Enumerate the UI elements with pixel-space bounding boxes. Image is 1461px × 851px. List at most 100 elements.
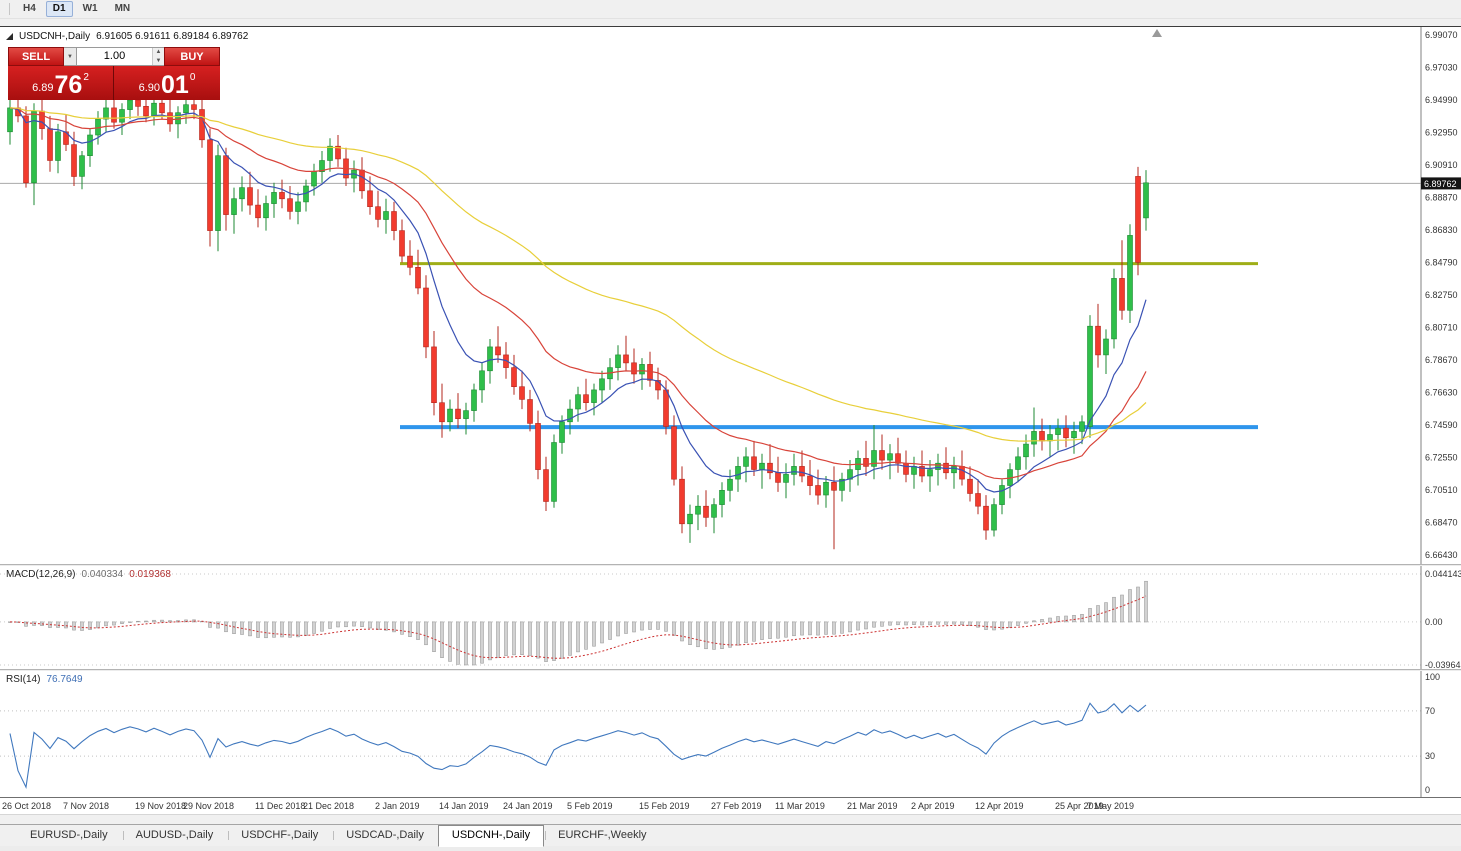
rsi-axis-label: 0 bbox=[1425, 785, 1430, 795]
rsi-name: RSI(14) bbox=[6, 674, 41, 685]
date-axis-label: 29 Nov 2018 bbox=[183, 801, 235, 811]
rsi-panel: 100 70 30 0 RSI(14) 76.7649 bbox=[0, 671, 1461, 797]
macd-axis-label: 0.00 bbox=[1425, 617, 1443, 627]
macd-name: MACD(12,26,9) bbox=[6, 569, 76, 580]
main-price-chart[interactable]: 6.99070 6.97030 6.94990 6.92950 6.90910 6.888… bbox=[0, 27, 1461, 564]
volume-dropdown-icon[interactable]: ▼ bbox=[64, 47, 77, 66]
date-axis-label: 12 Apr 2019 bbox=[975, 801, 1024, 811]
toolbar-separator bbox=[9, 3, 10, 15]
price-axis-label[interactable]: 6.68470 bbox=[1425, 518, 1458, 528]
timeframe-toolbar: H4 D1 W1 MN bbox=[0, 0, 1461, 19]
macd-main-value: 0.040334 bbox=[81, 569, 124, 580]
tab-audusd-daily[interactable]: AUDUSD-,Daily bbox=[122, 825, 228, 846]
ma-25-line bbox=[9, 107, 1147, 480]
price-axis-label[interactable]: 6.86830 bbox=[1425, 225, 1458, 235]
timeframe-d1-button[interactable]: D1 bbox=[45, 1, 73, 17]
rsi-axis-label: 100 bbox=[1425, 672, 1440, 682]
date-axis-label: 21 Dec 2018 bbox=[303, 801, 355, 811]
sell-button[interactable]: SELL bbox=[8, 47, 64, 66]
date-axis-label: 14 Jan 2019 bbox=[439, 801, 489, 811]
rsi-line bbox=[9, 702, 1147, 790]
ma-60-line bbox=[9, 107, 1147, 442]
price-axis-label[interactable]: 6.99070 bbox=[1425, 30, 1458, 40]
date-axis-label: 11 Dec 2018 bbox=[255, 801, 306, 811]
macd-signal-value: 0.019368 bbox=[129, 569, 171, 580]
tab-usdchf-daily[interactable]: USDCHF-,Daily bbox=[227, 825, 332, 846]
chart-window: 6.99070 6.97030 6.94990 6.92950 6.90910 6.888… bbox=[0, 26, 1461, 814]
volume-spinner[interactable]: ▲ ▼ bbox=[152, 48, 164, 65]
date-axis-label: 2 Apr 2019 bbox=[911, 801, 955, 811]
buy-button[interactable]: BUY bbox=[164, 47, 220, 66]
chart-title: USDCNH-,Daily 6.91605 6.91611 6.89184 6.… bbox=[6, 31, 248, 42]
volume-value[interactable]: 1.00 bbox=[103, 50, 126, 62]
price-axis-label[interactable]: 6.76630 bbox=[1425, 388, 1458, 398]
tab-usdcad-daily[interactable]: USDCAD-,Daily bbox=[332, 825, 438, 846]
toolbar-gap bbox=[0, 19, 1461, 26]
price-axis-label[interactable]: 6.84790 bbox=[1425, 258, 1458, 268]
sell-price-sup: 2 bbox=[83, 72, 89, 83]
buy-price-small: 6.90 bbox=[138, 82, 161, 94]
date-axis-label: 21 Mar 2019 bbox=[847, 801, 898, 811]
timeframe-h4-button[interactable]: H4 bbox=[16, 1, 43, 17]
rsi-chart[interactable]: 100 70 30 0 bbox=[0, 671, 1461, 797]
rsi-axis-label: 30 bbox=[1425, 751, 1435, 761]
ma-10-line bbox=[9, 107, 1147, 493]
current-price-tag bbox=[1421, 177, 1461, 190]
tab-eurusd-daily[interactable]: EURUSD-,Daily bbox=[30, 829, 108, 841]
price-axis-label[interactable]: 6.70510 bbox=[1425, 485, 1458, 495]
price-axis-label[interactable]: 6.72550 bbox=[1425, 453, 1458, 463]
price-axis-label[interactable]: 6.90910 bbox=[1425, 160, 1458, 170]
price-axis-label[interactable]: 6.66430 bbox=[1425, 550, 1458, 560]
timeframe-mn-button[interactable]: MN bbox=[108, 1, 138, 17]
price-axis-label[interactable]: 6.82750 bbox=[1425, 290, 1458, 300]
volume-down-icon[interactable]: ▼ bbox=[153, 56, 164, 65]
chart-tab-bar: EURUSD-,Daily AUDUSD-,Daily USDCHF-,Dail… bbox=[0, 824, 1461, 847]
price-axis-label[interactable]: 6.94990 bbox=[1425, 95, 1458, 105]
date-axis-label: 7 May 2019 bbox=[1087, 801, 1135, 811]
price-axis-label[interactable]: 6.88870 bbox=[1425, 193, 1458, 203]
date-axis-label: 15 Feb 2019 bbox=[639, 801, 690, 811]
date-axis-label: 25 Apr 2019 bbox=[1055, 801, 1104, 811]
tab-eurchf-weekly[interactable]: EURCHF-,Weekly bbox=[544, 825, 660, 846]
tab-usdcnh-daily[interactable]: USDCNH-,Daily bbox=[437, 825, 545, 847]
one-click-trading-widget: SELL ▼ 1.00 ▲ ▼ BUY 6.89 76 2 6.90 01 0 bbox=[8, 47, 220, 100]
date-axis-label: 26 Oct 2018 bbox=[2, 801, 52, 811]
panel-splitter[interactable] bbox=[0, 669, 1461, 671]
rsi-value: 76.7649 bbox=[46, 674, 83, 685]
chart-symbol-period: USDCNH-,Daily bbox=[19, 31, 91, 42]
sell-price-big: 76 bbox=[54, 71, 83, 99]
chart-window-icon bbox=[6, 33, 13, 40]
rsi-label: RSI(14) 76.7649 bbox=[6, 674, 83, 685]
macd-label: MACD(12,26,9) 0.040334 0.019368 bbox=[6, 569, 171, 580]
date-axis-label: 11 Mar 2019 bbox=[775, 801, 825, 811]
buy-price-panel[interactable]: 6.90 01 0 bbox=[114, 66, 220, 100]
sell-price-small: 6.89 bbox=[32, 82, 54, 94]
volume-up-icon[interactable]: ▲ bbox=[153, 48, 164, 57]
volume-input[interactable]: 1.00 ▲ ▼ bbox=[77, 47, 164, 66]
timeframe-w1-button[interactable]: W1 bbox=[76, 1, 105, 17]
panel-splitter[interactable] bbox=[0, 564, 1461, 566]
price-axis-label[interactable]: 6.80710 bbox=[1425, 323, 1458, 333]
date-axis-label: 7 Nov 2018 bbox=[63, 801, 110, 811]
time-axis[interactable]: 26 Oct 2018 7 Nov 2018 19 Nov 2018 29 Nov 2… bbox=[0, 797, 1461, 814]
price-axis-label[interactable]: 6.92950 bbox=[1425, 128, 1458, 138]
chart-shift-marker[interactable] bbox=[1152, 29, 1162, 37]
date-axis-label: 27 Feb 2019 bbox=[711, 801, 762, 811]
sell-price-panel[interactable]: 6.89 76 2 bbox=[8, 66, 114, 100]
current-price-tag-value: 6.89762 bbox=[1424, 179, 1457, 189]
macd-histogram bbox=[8, 580, 1148, 666]
horizontal-scroll-strip[interactable] bbox=[0, 814, 1461, 824]
macd-axis-label: -0.0396430 bbox=[1425, 660, 1461, 669]
buy-price-sup: 0 bbox=[189, 72, 196, 83]
buy-price-big: 01 bbox=[161, 71, 189, 99]
price-axis-label[interactable]: 6.78670 bbox=[1425, 355, 1458, 365]
price-axis-label[interactable]: 6.74590 bbox=[1425, 420, 1458, 430]
date-axis-label: 2 Jan 2019 bbox=[375, 801, 420, 811]
price-axis-label[interactable]: 6.97030 bbox=[1425, 63, 1458, 73]
chart-ohlc-values: 6.91605 6.91611 6.89184 6.89762 bbox=[96, 31, 249, 42]
rsi-axis-label: 70 bbox=[1425, 706, 1435, 716]
